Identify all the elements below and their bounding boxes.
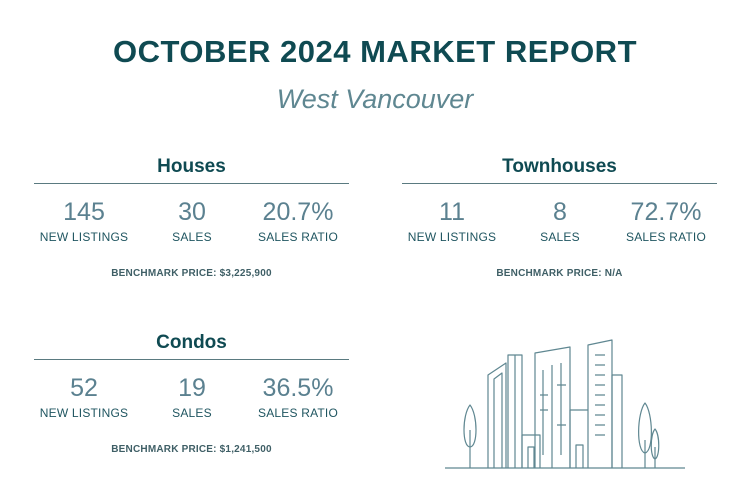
new-listings-label: NEW LISTINGS <box>39 406 129 420</box>
new-listings-stat: 52 NEW LISTINGS <box>29 374 139 420</box>
sales-label: SALES <box>172 406 212 420</box>
new-listings-value: 11 <box>439 198 465 226</box>
townhouses-section: Townhouses 11 NEW LISTINGS 8 SALES 72.7%… <box>402 154 717 279</box>
new-listings-value: 145 <box>63 198 105 226</box>
sales-ratio-stat: 20.7% SALES RATIO <box>243 198 353 244</box>
sales-value: 30 <box>178 198 206 226</box>
sales-ratio-stat: 72.7% SALES RATIO <box>611 198 721 244</box>
sales-stat: 30 SALES <box>137 198 247 244</box>
section-title: Houses <box>157 156 226 177</box>
sales-ratio-stat: 36.5% SALES RATIO <box>243 374 353 420</box>
stats-row: 52 NEW LISTINGS 19 SALES 36.5% SALES RAT… <box>34 360 349 426</box>
benchmark-price: BENCHMARK PRICE: N/A <box>496 268 623 279</box>
sales-ratio-value: 36.5% <box>262 374 334 402</box>
sales-value: 8 <box>553 198 567 226</box>
section-divider <box>402 183 717 184</box>
sales-ratio-label: SALES RATIO <box>625 230 706 244</box>
houses-section: Houses 145 NEW LISTINGS 30 SALES 20.7% S… <box>34 154 349 279</box>
benchmark-price: BENCHMARK PRICE: $3,225,900 <box>111 268 272 279</box>
stats-row: 145 NEW LISTINGS 30 SALES 20.7% SALES RA… <box>34 184 349 250</box>
sales-ratio-value: 20.7% <box>262 198 334 226</box>
sales-label: SALES <box>172 230 212 244</box>
section-title: Condos <box>156 332 227 353</box>
new-listings-stat: 11 NEW LISTINGS <box>397 198 507 244</box>
sales-ratio-label: SALES RATIO <box>257 230 338 244</box>
section-title: Townhouses <box>502 156 617 177</box>
condos-section: Condos 52 NEW LISTINGS 19 SALES 36.5% SA… <box>34 330 349 455</box>
section-divider <box>34 183 349 184</box>
stats-row: 11 NEW LISTINGS 8 SALES 72.7% SALES RATI… <box>402 184 717 250</box>
sales-stat: 19 SALES <box>137 374 247 420</box>
report-title: OCTOBER 2024 MARKET REPORT <box>112 34 637 69</box>
report-subtitle: West Vancouver <box>276 84 474 114</box>
sales-label: SALES <box>540 230 580 244</box>
sales-ratio-label: SALES RATIO <box>257 406 338 420</box>
new-listings-value: 52 <box>70 374 98 402</box>
sales-ratio-value: 72.7% <box>630 198 702 226</box>
sales-value: 19 <box>178 374 206 402</box>
new-listings-stat: 145 NEW LISTINGS <box>29 198 139 244</box>
section-divider <box>34 359 349 360</box>
benchmark-price: BENCHMARK PRICE: $1,241,500 <box>111 444 272 455</box>
city-skyline-icon <box>445 339 685 469</box>
new-listings-label: NEW LISTINGS <box>407 230 497 244</box>
new-listings-label: NEW LISTINGS <box>39 230 129 244</box>
sales-stat: 8 SALES <box>505 198 615 244</box>
